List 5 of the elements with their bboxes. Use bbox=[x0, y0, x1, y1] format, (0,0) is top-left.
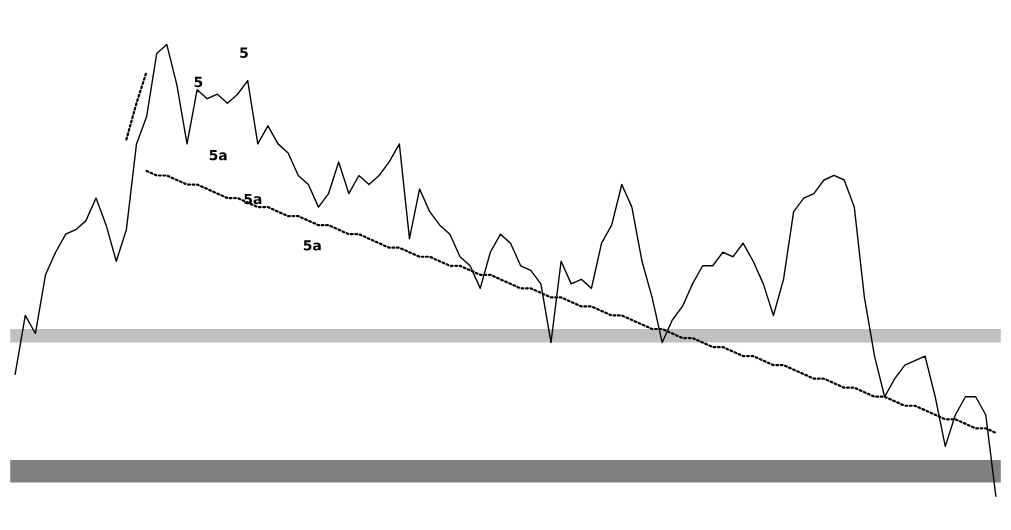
annotation: 5a bbox=[244, 193, 262, 205]
annotation: 5 bbox=[240, 47, 248, 58]
annotation: 5a bbox=[303, 240, 321, 251]
annotation: 5 bbox=[194, 76, 203, 88]
annotation: 5a bbox=[209, 150, 227, 161]
